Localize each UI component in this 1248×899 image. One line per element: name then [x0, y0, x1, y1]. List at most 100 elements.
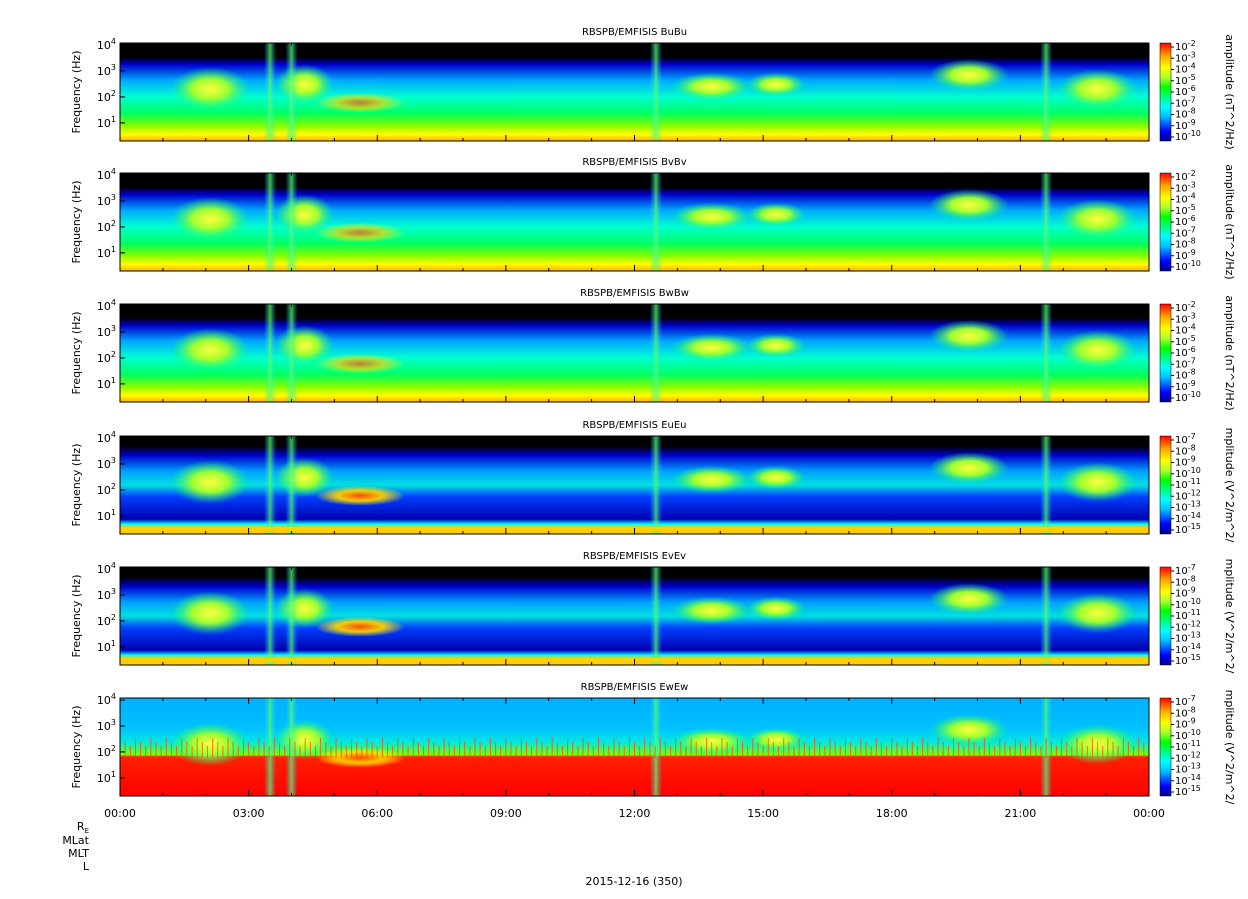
y-tick-label: 103 — [97, 324, 116, 339]
y-tick-label: 104 — [97, 37, 116, 52]
y-axis-label: Frequency (Hz) — [70, 444, 83, 527]
colorbar: 10-210-310-410-510-610-710-810-910-10 — [1159, 39, 1201, 143]
colorbar-tick-label: 10-6 — [1175, 214, 1196, 228]
panel-title: RBSPB/EMFISIS EwEw — [581, 682, 689, 693]
y-tick-label: 101 — [97, 770, 116, 785]
panel-5: RBSPB/EMFISIS EvEv 104 103 102 101 Frequency … — [70, 551, 1236, 674]
colorbar-tick-label: 10-7 — [1175, 356, 1196, 370]
colorbar-tick-label: 10-15 — [1175, 653, 1201, 667]
y-tick-label: 102 — [97, 350, 116, 365]
x-tick-label: 00:00 — [1133, 807, 1165, 820]
y-tick-label: 103 — [97, 63, 116, 78]
y-tick-label: 104 — [97, 561, 116, 576]
colorbar-tick-label: 10-10 — [1175, 597, 1201, 611]
colorbar-tick-label: 10-7 — [1175, 95, 1196, 109]
y-tick-label: 101 — [97, 639, 116, 654]
panel-title: RBSPB/EMFISIS BwBw — [580, 288, 689, 299]
colorbar-tick-label: 10-11 — [1175, 739, 1201, 753]
spectrogram-image — [120, 173, 1149, 271]
colorbar-tick-label: 10-13 — [1175, 631, 1201, 645]
y-tick-label: 102 — [97, 613, 116, 628]
colorbar-tick-label: 10-8 — [1175, 443, 1196, 457]
colorbar-label: amplitude (nT^2/Hz) — [1223, 295, 1236, 410]
y-axis: 104 103 102 101 — [97, 298, 125, 391]
y-axis: 104 103 102 101 — [97, 692, 125, 785]
colorbar-tick-label: 10-9 — [1175, 717, 1196, 731]
y-tick-label: 102 — [97, 482, 116, 497]
colorbar-tick-label: 10-13 — [1175, 500, 1201, 514]
colorbar-label: mplitude (V^2/m^2/ — [1223, 428, 1236, 543]
colorbar-tick-label: 10-4 — [1175, 62, 1196, 76]
y-tick-label: 104 — [97, 430, 116, 445]
colorbar-tick-label: 10-4 — [1175, 192, 1196, 206]
y-axis: 104 103 102 101 — [97, 430, 125, 523]
y-axis: 104 103 102 101 — [97, 167, 125, 260]
y-axis-label: Frequency (Hz) — [70, 706, 83, 789]
x-tick-label: 12:00 — [619, 807, 651, 820]
colorbar-tick-label: 10-10 — [1175, 466, 1201, 480]
x-tick-label: 03:00 — [233, 807, 265, 820]
colorbar-tick-label: 10-3 — [1175, 311, 1196, 325]
colorbar-tick-label: 10-14 — [1175, 511, 1201, 525]
y-tick-label: 101 — [97, 245, 116, 260]
colorbar-tick-label: 10-12 — [1175, 619, 1201, 633]
orbit-footer: RE MLat MLT L 2015-12-16 (350) — [62, 820, 682, 888]
colorbar-tick-label: 10-5 — [1175, 73, 1196, 87]
spectrogram-image — [120, 304, 1149, 402]
colorbar-tick-label: 10-9 — [1175, 455, 1196, 469]
panel-2: RBSPB/EMFISIS BvBv 104 103 102 101 Frequency … — [70, 157, 1236, 280]
colorbar-tick-label: 10-8 — [1175, 705, 1196, 719]
colorbar-tick-label: 10-10 — [1175, 390, 1201, 404]
colorbar-tick-label: 10-6 — [1175, 84, 1196, 98]
colorbar-tick-label: 10-5 — [1175, 203, 1196, 217]
date-label: 2015-12-16 (350) — [585, 875, 682, 888]
x-tick-label: 00:00 — [104, 807, 136, 820]
panel-1: RBSPB/EMFISIS BuBu 104 103 102 101 Frequency … — [70, 27, 1236, 150]
colorbar-tick-label: 10-6 — [1175, 345, 1196, 359]
colorbar-label: amplitude (nT^2/Hz) — [1223, 34, 1236, 149]
colorbar-tick-label: 10-3 — [1175, 50, 1196, 64]
colorbar-tick-label: 10-2 — [1175, 300, 1196, 314]
x-tick-label: 06:00 — [361, 807, 393, 820]
colorbar: 10-710-810-910-1010-1110-1210-1310-1410-… — [1159, 563, 1201, 667]
colorbar-tick-label: 10-7 — [1175, 432, 1196, 446]
y-tick-label: 103 — [97, 718, 116, 733]
x-tick-label: 09:00 — [490, 807, 522, 820]
colorbar-tick-label: 10-9 — [1175, 248, 1196, 262]
colorbar-label: amplitude (nT^2/Hz) — [1223, 164, 1236, 279]
colorbar-tick-label: 10-8 — [1175, 368, 1196, 382]
colorbar-tick-label: 10-5 — [1175, 334, 1196, 348]
y-axis: 104 103 102 101 — [97, 37, 125, 130]
y-tick-label: 104 — [97, 692, 116, 707]
colorbar-tick-label: 10-8 — [1175, 574, 1196, 588]
orbit-label-l: L — [83, 860, 90, 873]
y-tick-label: 101 — [97, 115, 116, 130]
spectrogram-image — [120, 436, 1149, 534]
colorbar-label: mplitude (V^2/m^2/ — [1223, 559, 1236, 674]
orbit-label-re: RE — [77, 820, 89, 835]
y-axis-label: Frequency (Hz) — [70, 312, 83, 395]
y-tick-label: 102 — [97, 219, 116, 234]
colorbar-tick-label: 10-10 — [1175, 129, 1201, 143]
colorbar-tick-label: 10-10 — [1175, 259, 1201, 273]
panel-title: RBSPB/EMFISIS EvEv — [583, 551, 686, 562]
colorbar-tick-label: 10-14 — [1175, 642, 1201, 656]
colorbar-tick-label: 10-11 — [1175, 477, 1201, 491]
colorbar-tick-label: 10-2 — [1175, 39, 1196, 53]
y-axis-label: Frequency (Hz) — [70, 575, 83, 658]
y-tick-label: 103 — [97, 456, 116, 471]
colorbar-tick-label: 10-10 — [1175, 728, 1201, 742]
colorbar-tick-label: 10-4 — [1175, 323, 1196, 337]
colorbar-tick-label: 10-9 — [1175, 586, 1196, 600]
colorbar-tick-label: 10-7 — [1175, 225, 1196, 239]
x-tick-label: 18:00 — [876, 807, 908, 820]
x-tick-label: 21:00 — [1005, 807, 1037, 820]
colorbar-tick-label: 10-14 — [1175, 773, 1201, 787]
colorbar-tick-label: 10-8 — [1175, 107, 1196, 121]
colorbar-tick-label: 10-3 — [1175, 180, 1196, 194]
colorbar-tick-label: 10-2 — [1175, 169, 1196, 183]
colorbar-tick-label: 10-12 — [1175, 488, 1201, 502]
colorbar-tick-label: 10-7 — [1175, 694, 1196, 708]
panel-6: RBSPB/EMFISIS EwEw 104 103 102 101 Frequency … — [70, 682, 1236, 805]
